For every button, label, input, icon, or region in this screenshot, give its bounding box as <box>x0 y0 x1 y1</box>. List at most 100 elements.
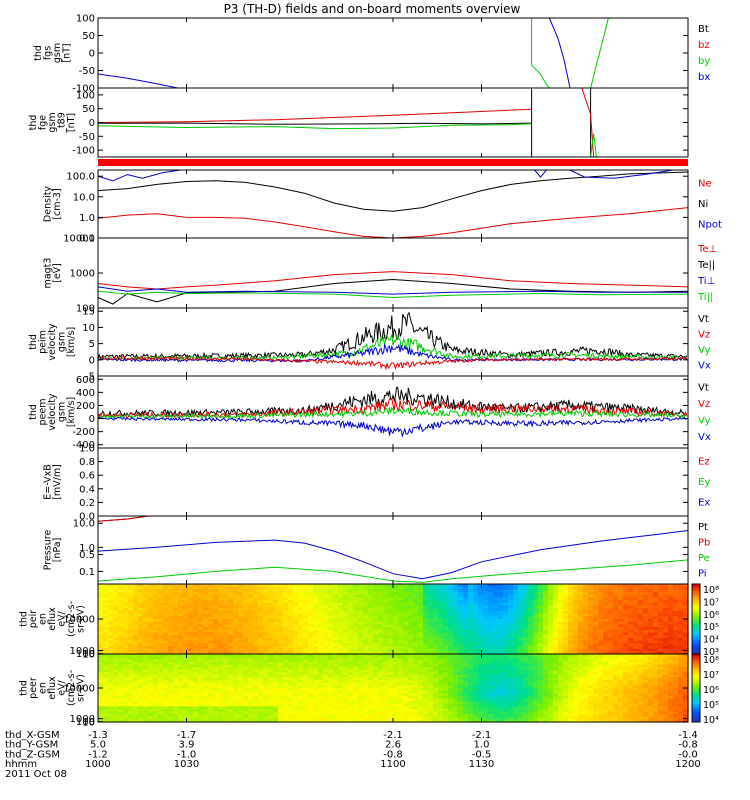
peer-spectrogram-cell <box>98 701 104 705</box>
peir-spectrogram-cell <box>333 632 339 636</box>
peir-spectrogram-cell <box>373 619 379 623</box>
peir-spectrogram-cell <box>453 594 459 599</box>
peer-spectrogram-cell <box>188 672 194 676</box>
peir-spectrogram-cell <box>433 621 439 625</box>
peer-spectrogram-cell <box>388 680 394 684</box>
peer-spectrogram-cell <box>213 708 219 713</box>
peer-spectrogram-cell <box>108 688 114 692</box>
peer-spectrogram-cell <box>213 661 219 666</box>
peir-spectrogram-cell <box>393 637 399 642</box>
peer-spectrogram-cell <box>263 669 269 673</box>
peir-spectrogram-cell <box>383 586 389 590</box>
peir-spectrogram-cell <box>238 640 244 644</box>
peir-spectrogram-cell <box>413 584 419 588</box>
peer-spectrogram-cell <box>243 711 249 715</box>
peir-spectrogram-cell <box>328 589 334 593</box>
peer-spectrogram-cell <box>148 672 154 676</box>
peir-spectrogram-cell <box>488 597 494 601</box>
peer-spectrogram-cell <box>163 688 169 692</box>
peer-spectrogram-cell <box>213 690 219 694</box>
peir-spectrogram-cell <box>348 597 354 601</box>
peir-spectrogram-cell <box>353 594 359 599</box>
peir-spectrogram-cell <box>548 586 554 590</box>
peir-spectrogram-cell <box>203 584 209 588</box>
peir-spectrogram-cell <box>673 602 679 607</box>
peir-spectrogram-cell <box>213 602 219 607</box>
peer-spectrogram-cell <box>273 661 279 666</box>
peir-spectrogram-cell <box>468 589 474 593</box>
peir-spectrogram-cell <box>383 597 389 601</box>
peir-spectrogram-cell <box>398 605 404 609</box>
peer-spectrogram-cell <box>348 659 354 663</box>
peer-spectrogram-cell <box>353 680 359 684</box>
peir-spectrogram-cell <box>458 635 464 639</box>
peir-spectrogram-cell <box>513 584 519 588</box>
peir-spectrogram-cell <box>533 621 539 625</box>
peir-spectrogram-cell <box>623 619 629 623</box>
peir-spectrogram-cell <box>203 624 209 628</box>
peer-spectrogram-cell <box>223 661 229 666</box>
peir-spectrogram-cell <box>418 632 424 636</box>
peir-spectrogram-cell <box>628 605 634 609</box>
peir-spectrogram-cell <box>298 602 304 607</box>
peer-spectrogram-cell <box>123 659 129 663</box>
peer-spectrogram-cell <box>353 708 359 713</box>
peer-spectrogram-cell <box>378 695 384 700</box>
peer-spectrogram-cell <box>393 664 399 668</box>
peer-spectrogram-cell <box>378 708 384 713</box>
peer-spectrogram-cell <box>383 701 389 705</box>
peir-spectrogram-cell <box>408 635 414 639</box>
peer-spectrogram-cell <box>118 659 124 663</box>
peir-spectrogram-cell <box>258 635 264 639</box>
peer-spectrogram-cell <box>168 693 174 697</box>
peir-spectrogram-cell <box>278 632 284 636</box>
peir-spectrogram-cell <box>353 621 359 625</box>
peir-spectrogram-cell <box>123 586 129 590</box>
peer-spectrogram-cell <box>388 677 394 681</box>
peir-spectrogram-cell <box>468 592 474 596</box>
peir-spectrogram-cell <box>393 621 399 625</box>
peer-spectrogram-cell <box>263 714 269 718</box>
peir-spectrogram-cell <box>163 613 169 617</box>
peir-spectrogram-cell <box>333 610 339 615</box>
peir-spectrogram-ylabel-line: en <box>38 613 49 625</box>
peer-spectrogram-cell <box>168 711 174 715</box>
peer-spectrogram-cell <box>153 701 159 705</box>
peer-spectrogram-cell <box>393 674 399 679</box>
peir-spectrogram-cell <box>428 632 434 636</box>
peer-spectrogram-cell <box>243 656 249 660</box>
peir-spectrogram-cell <box>388 624 394 628</box>
peir-spectrogram-cell <box>298 616 304 620</box>
peir-spectrogram-cell <box>633 645 639 650</box>
peer-spectrogram-cell <box>138 711 144 715</box>
peer-spectrogram-cell <box>313 654 319 658</box>
peir-spectrogram-cell <box>218 602 224 607</box>
peir-spectrogram-cell <box>653 640 659 644</box>
peer-spectrogram-cell <box>233 695 239 700</box>
peir-spectrogram-cell <box>538 640 544 644</box>
peir-spectrogram-cell <box>593 613 599 617</box>
peer-spectrogram-cell <box>118 695 124 700</box>
peer-spectrogram-cell <box>218 677 224 681</box>
peer-spectrogram-cell <box>133 680 139 684</box>
peir-spectrogram-cell <box>668 613 674 617</box>
peer-spectrogram-cell <box>108 706 114 710</box>
peir-spectrogram-cell <box>383 610 389 615</box>
peir-spectrogram-cell <box>188 637 194 642</box>
peir-spectrogram-cell <box>678 645 684 650</box>
peim-velocity-legend-entry: Vt <box>698 314 709 325</box>
peir-spectrogram-cell <box>488 602 494 607</box>
peir-spectrogram-cell <box>638 629 644 634</box>
peer-spectrogram-cell <box>293 703 299 707</box>
peir-spectrogram-cell <box>403 613 409 617</box>
peer-spectrogram-cell <box>98 667 104 671</box>
peir-spectrogram-cell <box>498 592 504 596</box>
peer-spectrogram-cell <box>248 685 254 689</box>
peer-spectrogram-cell <box>353 656 359 660</box>
peer-spectrogram-cell <box>343 703 349 707</box>
peir-spectrogram-cell <box>623 643 629 647</box>
peir-spectrogram-cell <box>668 589 674 593</box>
peir-spectrogram-cell <box>533 651 539 655</box>
peir-spectrogram-cell <box>458 619 464 623</box>
peir-spectrogram-cell <box>313 624 319 628</box>
